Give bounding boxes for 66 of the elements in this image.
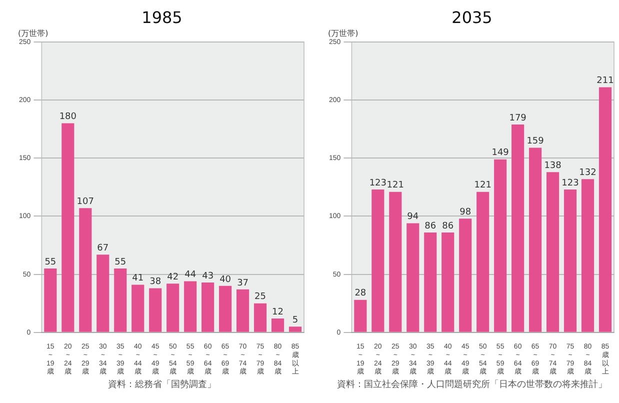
bar xyxy=(44,268,57,332)
data-label: 37 xyxy=(237,278,249,288)
data-label: 159 xyxy=(526,136,544,147)
data-label: 42 xyxy=(167,272,179,282)
y-axis-title: (万世帯) xyxy=(328,29,358,38)
bar xyxy=(288,326,302,332)
bar xyxy=(236,289,250,332)
data-label: 40 xyxy=(220,274,232,285)
bar xyxy=(581,179,594,332)
y-axis-title: (万世帯) xyxy=(18,29,48,38)
chart-title: 2035 xyxy=(450,8,494,28)
data-label: 86 xyxy=(424,221,436,232)
bar xyxy=(254,303,267,332)
data-label: 25 xyxy=(254,292,266,302)
data-label: 132 xyxy=(579,168,596,178)
data-label: 121 xyxy=(386,180,404,191)
bar xyxy=(62,123,74,332)
bar xyxy=(114,268,127,332)
data-label: 98 xyxy=(460,207,472,218)
bar xyxy=(476,192,490,332)
bar xyxy=(271,318,284,332)
bar xyxy=(79,208,92,332)
bar xyxy=(96,254,110,332)
text: 資料：総務省「国勢調査」 xyxy=(107,378,217,391)
data-label: 28 xyxy=(354,288,366,299)
data-label: 86 xyxy=(442,221,454,232)
data-label: 55 xyxy=(114,257,126,268)
data-label: 94 xyxy=(407,212,419,222)
bar xyxy=(184,281,197,332)
data-label: 107 xyxy=(76,196,94,207)
data-label: 43 xyxy=(202,271,214,282)
bar xyxy=(406,223,420,332)
data-label: 138 xyxy=(544,160,562,171)
data-label: 44 xyxy=(184,270,196,280)
bar xyxy=(442,232,454,332)
bar xyxy=(202,282,214,332)
data-label: 149 xyxy=(492,148,510,158)
bar xyxy=(372,190,384,332)
bar xyxy=(354,300,367,332)
data-label: 55 xyxy=(44,257,56,268)
bar xyxy=(459,218,472,332)
data-label: 38 xyxy=(150,277,162,288)
bar xyxy=(546,172,560,332)
bar xyxy=(512,124,524,332)
data-label: 41 xyxy=(132,274,144,284)
data-label: 5 xyxy=(292,315,298,326)
data-label: 12 xyxy=(272,307,284,318)
chart-title: 1985 xyxy=(140,8,184,28)
data-label: 211 xyxy=(596,76,614,86)
bar xyxy=(389,192,402,332)
bar xyxy=(149,288,162,332)
data-label: 123 xyxy=(369,178,387,188)
bar xyxy=(564,190,577,332)
bar xyxy=(598,87,612,332)
bar xyxy=(529,148,542,332)
bar xyxy=(494,159,507,332)
bar xyxy=(424,232,437,332)
data-label: 121 xyxy=(474,180,492,191)
bar xyxy=(219,286,232,332)
bar xyxy=(166,284,180,332)
text: 資料：国立社会保障・人口問題研究所「日本の世帯数の将来推計」 xyxy=(336,378,608,391)
data-label: 180 xyxy=(59,112,77,122)
bar xyxy=(132,284,144,332)
data-label: 67 xyxy=(97,243,109,254)
data-label: 123 xyxy=(562,178,579,188)
data-label: 179 xyxy=(509,113,527,124)
